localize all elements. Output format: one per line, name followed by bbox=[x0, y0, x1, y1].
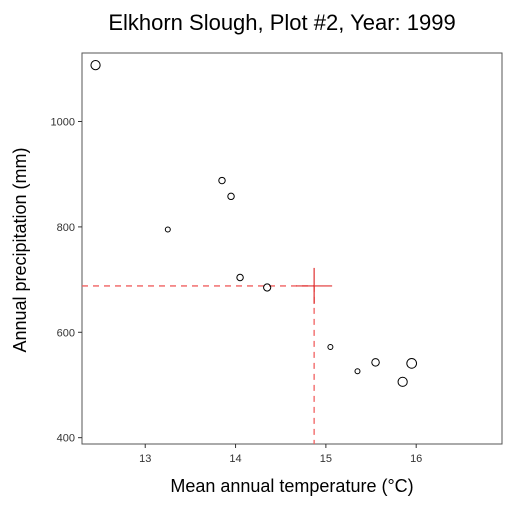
x-axis-title: Mean annual temperature (°C) bbox=[170, 476, 413, 496]
data-point-10 bbox=[406, 358, 418, 369]
data-point-8 bbox=[371, 358, 380, 367]
plot-panel bbox=[81, 52, 503, 445]
data-point-6 bbox=[327, 344, 334, 351]
reference-marker bbox=[82, 267, 333, 444]
data-point-0 bbox=[90, 60, 101, 71]
x-tick-label: 15 bbox=[320, 453, 332, 465]
y-axis-ticks: 400 600 800 1000 bbox=[51, 117, 82, 445]
data-point-2 bbox=[218, 176, 226, 185]
data-point-3 bbox=[227, 192, 235, 201]
y-axis-title: Annual precipitation (mm) bbox=[10, 147, 30, 352]
data-point-9 bbox=[397, 376, 408, 387]
y-tick-label: 1000 bbox=[51, 117, 75, 129]
y-tick-label: 400 bbox=[57, 433, 75, 445]
data-point-4 bbox=[236, 273, 244, 282]
x-tick-label: 14 bbox=[229, 453, 241, 465]
data-point-7 bbox=[354, 368, 361, 375]
data-point-1 bbox=[164, 226, 171, 233]
data-points bbox=[90, 60, 418, 387]
y-tick-label: 600 bbox=[57, 327, 75, 339]
y-tick-label: 800 bbox=[57, 222, 75, 234]
data-point-5 bbox=[263, 283, 272, 292]
x-axis-ticks: 13 14 15 16 bbox=[139, 444, 422, 465]
x-tick-label: 16 bbox=[410, 453, 422, 465]
chart-title: Elkhorn Slough, Plot #2, Year: 1999 bbox=[108, 10, 455, 35]
x-tick-label: 13 bbox=[139, 453, 151, 465]
